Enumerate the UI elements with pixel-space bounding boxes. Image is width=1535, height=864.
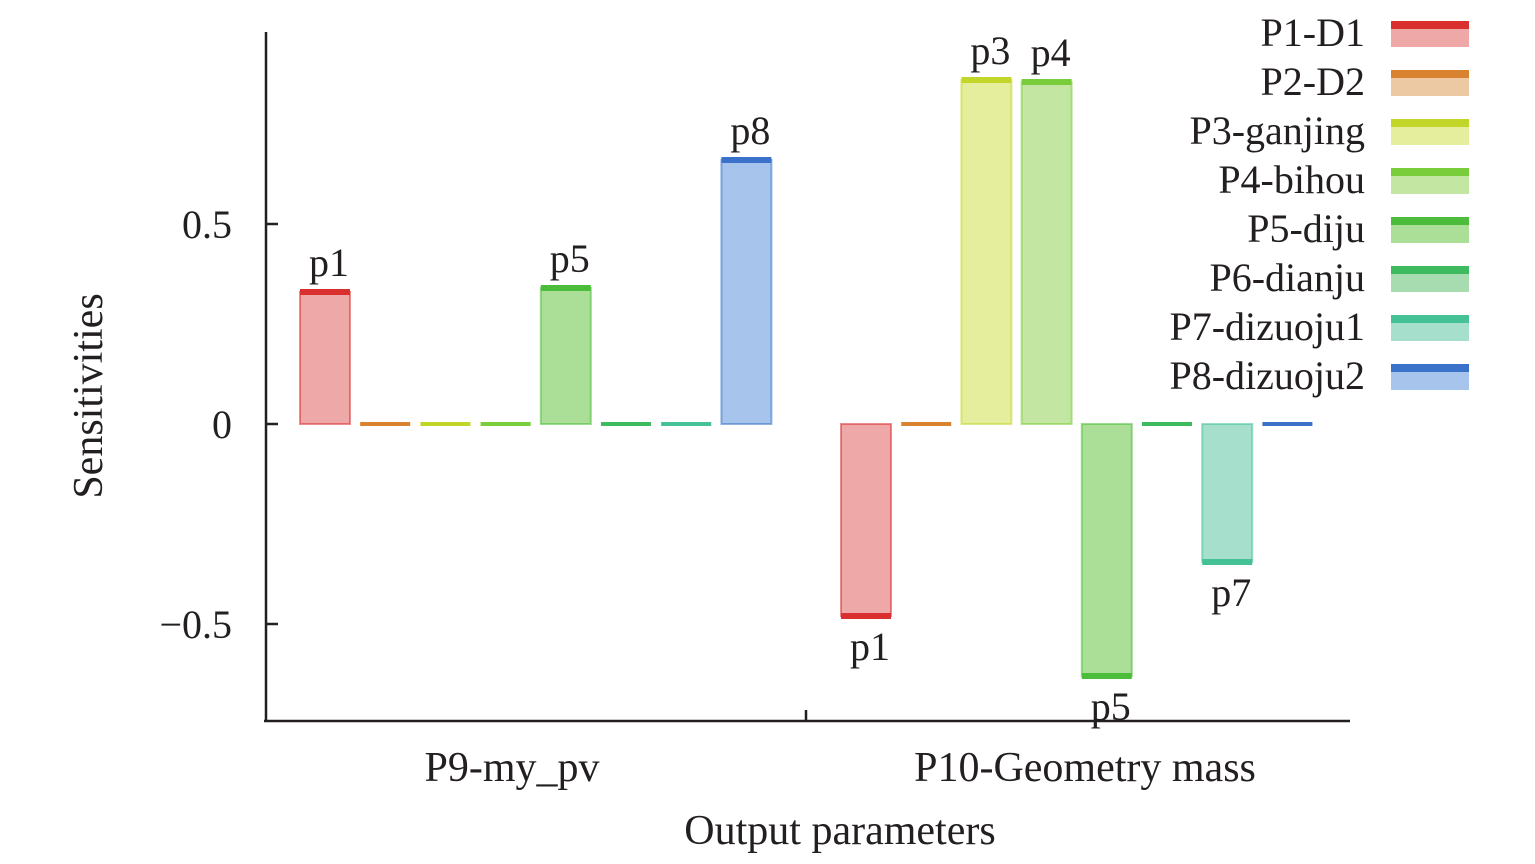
legend-swatch-edge xyxy=(1391,70,1469,78)
x-category-label: P10-Geometry mass xyxy=(914,745,1256,791)
legend: P1-D1P2-D2P3-ganjingP4-bihouP5-dijuP6-di… xyxy=(1169,10,1469,398)
bar-value-edge xyxy=(961,77,1012,83)
bar-data-label: p5 xyxy=(550,236,590,281)
legend-swatch-edge xyxy=(1391,266,1469,274)
y-tick-label: −0.5 xyxy=(159,602,232,647)
bar-value-edge xyxy=(540,285,591,291)
bar xyxy=(539,287,592,425)
bars-layer xyxy=(299,77,1313,679)
bar-data-label: p1 xyxy=(309,240,349,285)
bar xyxy=(960,79,1013,425)
legend-label: P4-bihou xyxy=(1218,157,1365,202)
y-tick-label: 0.5 xyxy=(182,202,232,247)
bar-value-edge xyxy=(1081,673,1132,679)
y-axis-title: Sensitivities xyxy=(66,293,112,498)
legend-swatch-edge xyxy=(1391,315,1469,323)
bar-data-label: p7 xyxy=(1211,570,1251,615)
bar-zero xyxy=(901,422,952,426)
x-category-label: P9-my_pv xyxy=(424,745,599,791)
bar xyxy=(1080,423,1133,677)
bar-value-edge xyxy=(721,157,772,163)
legend-label: P6-dianju xyxy=(1209,255,1365,300)
bar-zero xyxy=(1262,422,1313,426)
legend-swatch-edge xyxy=(1391,21,1469,29)
bar xyxy=(720,159,773,425)
bar xyxy=(299,291,351,425)
bar-zero xyxy=(601,422,651,426)
y-ticks-layer: 0.5 0 −0.5 xyxy=(159,202,278,647)
legend-swatch-edge xyxy=(1391,168,1469,176)
bar-data-label: p1 xyxy=(850,624,890,669)
bar-data-label: p3 xyxy=(970,28,1010,73)
bar-zero xyxy=(420,422,471,426)
legend-swatch-edge xyxy=(1391,217,1469,225)
bar-zero xyxy=(1142,422,1192,426)
bar xyxy=(840,423,892,617)
bar xyxy=(1020,81,1073,425)
y-tick-label: 0 xyxy=(212,402,232,447)
x-categories-layer: P9-my_pv P10-Geometry mass xyxy=(424,745,1255,791)
legend-label: P1-D1 xyxy=(1261,10,1365,55)
legend-label: P8-dizuoju2 xyxy=(1169,353,1365,398)
bar-value-edge xyxy=(841,613,891,619)
bar-zero xyxy=(661,422,712,426)
bar-data-label: p4 xyxy=(1031,30,1071,75)
bar xyxy=(1201,423,1254,563)
bar-value-edge xyxy=(1202,559,1253,565)
legend-swatch-edge xyxy=(1391,364,1469,372)
legend-label: P3-ganjing xyxy=(1189,108,1365,153)
legend-label: P2-D2 xyxy=(1261,59,1365,104)
legend-swatch-edge xyxy=(1391,119,1469,127)
bar-zero xyxy=(480,422,531,426)
x-axis-title: Output parameters xyxy=(684,808,995,854)
legend-label: P5-diju xyxy=(1247,206,1365,251)
bar-zero xyxy=(360,422,411,426)
bar-data-label: p8 xyxy=(730,108,770,153)
axes-layer xyxy=(264,32,1350,723)
legend-label: P7-dizuoju1 xyxy=(1169,304,1365,349)
bar-value-edge xyxy=(300,289,350,295)
bar-value-edge xyxy=(1021,79,1072,85)
